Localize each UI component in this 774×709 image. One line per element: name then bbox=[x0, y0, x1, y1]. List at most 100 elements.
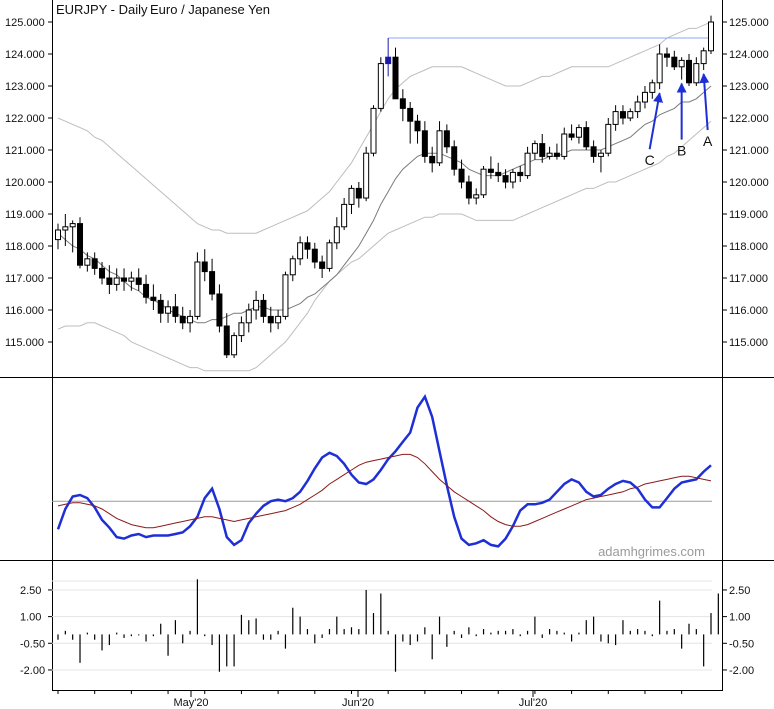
price-tick-label-right: 125.000 bbox=[729, 17, 769, 29]
lower-band-line bbox=[57, 120, 712, 372]
hist-tick-label-right: 2.50 bbox=[729, 585, 750, 597]
candle-body bbox=[238, 322, 245, 337]
candle-body bbox=[341, 203, 348, 228]
price-candles bbox=[55, 15, 714, 358]
candle-body bbox=[634, 101, 641, 113]
candle-body bbox=[143, 283, 150, 298]
candle-body bbox=[319, 261, 326, 269]
candle-body bbox=[385, 56, 392, 65]
oscillator-fast-line bbox=[56, 393, 712, 548]
candle-body bbox=[436, 130, 443, 164]
candle-body bbox=[91, 258, 98, 269]
candle-body bbox=[201, 261, 208, 273]
price-tick-label-left: 117.000 bbox=[5, 273, 44, 285]
annotation-arrow bbox=[648, 92, 663, 150]
candle-body bbox=[84, 258, 91, 266]
candle-body bbox=[326, 242, 333, 269]
price-tick-label-left: 124.000 bbox=[5, 49, 45, 61]
candle-body bbox=[157, 299, 164, 314]
oscillator-panel bbox=[52, 393, 712, 548]
annotation-label: A bbox=[703, 133, 713, 149]
candle-body bbox=[700, 50, 707, 65]
candle-body bbox=[414, 120, 421, 132]
candle-body bbox=[106, 277, 113, 285]
candle-body bbox=[605, 123, 612, 154]
chart-title: EURJPY - Daily bbox=[56, 2, 148, 17]
candle-body bbox=[289, 258, 296, 276]
candle-body bbox=[509, 171, 516, 183]
annotation-label: C bbox=[645, 152, 655, 168]
candle-body bbox=[524, 152, 531, 177]
candle-body bbox=[216, 293, 223, 327]
candle-body bbox=[517, 171, 524, 177]
candle-body bbox=[627, 111, 634, 119]
candle-body bbox=[546, 152, 553, 157]
candle-body bbox=[187, 315, 194, 324]
candle-body bbox=[399, 98, 406, 109]
price-tick-label-right: 120.000 bbox=[729, 177, 769, 189]
candle-body bbox=[355, 187, 362, 199]
candle-body bbox=[597, 152, 604, 157]
candle-body bbox=[304, 242, 311, 250]
x-tick-label: Jun'20 bbox=[342, 697, 374, 709]
candle-body bbox=[539, 143, 546, 157]
candle-body bbox=[480, 168, 487, 196]
hist-tick-label-left: -0.50 bbox=[20, 638, 45, 650]
candle-body bbox=[128, 277, 135, 282]
candle-body bbox=[165, 306, 172, 314]
price-tick-label-left: 121.000 bbox=[5, 145, 45, 157]
candle-body bbox=[370, 107, 377, 154]
candle-body bbox=[172, 306, 179, 317]
candle-body bbox=[135, 277, 142, 285]
candle-body bbox=[671, 56, 678, 68]
price-tick-label-left: 120.000 bbox=[5, 177, 45, 189]
candle-body bbox=[113, 277, 120, 285]
candle-body bbox=[561, 133, 568, 157]
candle-body bbox=[311, 248, 318, 263]
candle-body bbox=[575, 127, 582, 138]
candle-body bbox=[245, 309, 252, 324]
candle-body bbox=[267, 315, 274, 324]
candle-body bbox=[363, 152, 370, 199]
candle-body bbox=[685, 59, 692, 84]
candle-body bbox=[77, 223, 84, 266]
upper-band-line bbox=[57, 21, 712, 234]
hist-tick-label-left: -2.00 bbox=[20, 665, 45, 677]
candle-body bbox=[223, 325, 230, 356]
candle-body bbox=[275, 315, 282, 324]
candle-body bbox=[194, 261, 201, 317]
price-bands bbox=[57, 21, 713, 372]
candle-body bbox=[297, 242, 304, 260]
candle-body bbox=[693, 63, 700, 84]
hist-tick-label-right: -0.50 bbox=[729, 638, 754, 650]
price-tick-label-left: 115.000 bbox=[5, 337, 44, 349]
price-tick-label-left: 118.000 bbox=[5, 241, 44, 253]
candle-body bbox=[392, 56, 399, 100]
price-tick-label-left: 116.000 bbox=[5, 305, 44, 317]
candle-body bbox=[619, 111, 626, 119]
x-axis: May'20 Jun'20 Jul'20 bbox=[57, 690, 683, 709]
price-tick-label-right: 119.000 bbox=[729, 209, 768, 221]
candle-body bbox=[612, 111, 619, 125]
price-tick-label-left: 122.000 bbox=[5, 113, 45, 125]
candle-body bbox=[55, 229, 61, 241]
candle-body bbox=[531, 143, 538, 154]
candle-body bbox=[590, 146, 597, 157]
price-tick-label-right: 121.000 bbox=[729, 145, 769, 157]
candle-body bbox=[377, 63, 384, 109]
candle-body bbox=[231, 335, 238, 356]
chart-frame bbox=[0, 0, 774, 691]
price-tick-label-left: 125.000 bbox=[5, 17, 45, 29]
candle-body bbox=[458, 168, 465, 183]
candle-body bbox=[487, 168, 494, 173]
candle-body bbox=[553, 152, 560, 157]
candle-body bbox=[708, 21, 714, 52]
candle-body bbox=[649, 82, 656, 93]
price-tick-label-right: 124.000 bbox=[729, 49, 769, 61]
price-tick-label-right: 122.000 bbox=[729, 113, 769, 125]
candle-body bbox=[443, 130, 450, 148]
candle-body bbox=[348, 187, 355, 205]
price-tick-label-right: 123.000 bbox=[729, 81, 769, 93]
annotation-label: B bbox=[677, 143, 686, 159]
